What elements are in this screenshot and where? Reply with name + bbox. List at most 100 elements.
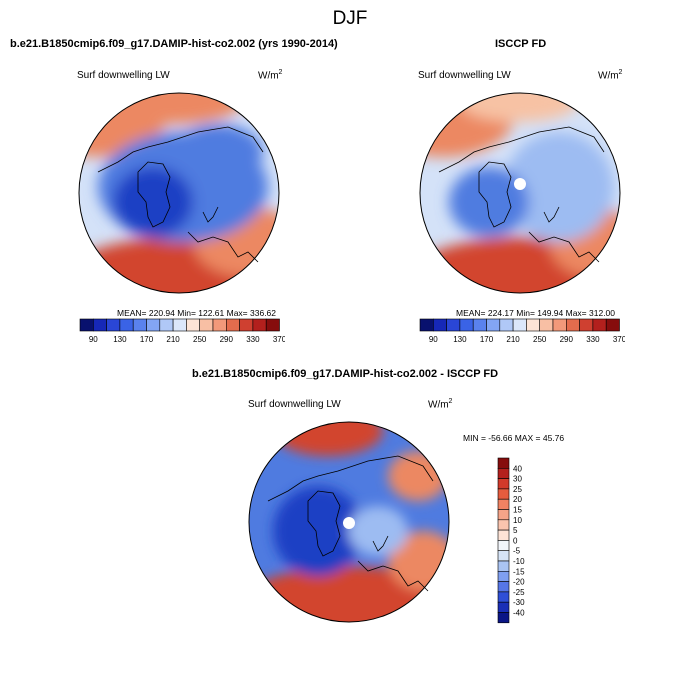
- colorbar-tick-label: 0: [513, 536, 518, 545]
- panel2-coastline-europe: [528, 231, 600, 263]
- colorbar-swatch: [497, 571, 510, 582]
- colorbar-swatch: [186, 318, 201, 332]
- colorbar-swatch: [252, 318, 267, 332]
- panel1-variable-label: Surf downwelling LW: [77, 70, 170, 81]
- panel2-field-cold-greenland: [449, 167, 529, 237]
- colorbar-swatch: [497, 591, 510, 603]
- colorbar-swatch: [497, 478, 510, 490]
- panel1-coastline-europe: [187, 231, 259, 263]
- colorbar-tick-label: 330: [246, 335, 260, 344]
- panel3-field-cold-greenland: [273, 486, 363, 576]
- panel3-coastline-europe: [357, 560, 429, 592]
- colorbar-tick-label: 250: [533, 335, 547, 344]
- colorbar-swatch: [497, 488, 510, 500]
- colorbar-tick-label: 30: [513, 475, 522, 484]
- colorbar-swatch: [539, 318, 554, 332]
- panel3-stats: MIN = -56.66 MAX = 45.76: [463, 433, 565, 443]
- panel1-units: W/m2: [258, 69, 283, 82]
- colorbar-swatch: [497, 509, 510, 521]
- panel2-variable-label: Surf downwelling LW: [418, 70, 511, 81]
- colorbar-tick-label: 40: [513, 464, 522, 473]
- colorbar-swatch: [79, 318, 94, 332]
- colorbar-tick-label: 5: [513, 526, 518, 535]
- panel2-units: W/m2: [598, 69, 623, 82]
- colorbar-swatch: [432, 318, 447, 332]
- colorbar-tick-label: 25: [513, 485, 522, 494]
- colorbar-swatch: [265, 318, 280, 332]
- panel3-field-cool-centre: [348, 506, 408, 556]
- panel1-map: [78, 92, 280, 294]
- colorbar-swatch: [226, 318, 240, 332]
- colorbar-swatch: [172, 318, 187, 332]
- colorbar-tick-label: 90: [429, 335, 438, 344]
- colorbar-swatch: [566, 318, 580, 332]
- colorbar-swatch: [119, 318, 134, 332]
- colorbar-tick-label: 10: [513, 516, 522, 525]
- colorbar-swatch: [497, 550, 510, 562]
- colorbar-tick-label: 90: [89, 335, 98, 344]
- panel2-coastline-greenland: [478, 161, 512, 228]
- colorbar-swatch: [552, 318, 567, 332]
- panel3-title: b.e21.B1850cmip6.f09_g17.DAMIP-hist-co2.…: [192, 368, 499, 380]
- colorbar-swatch: [472, 318, 487, 332]
- colorbar-swatch: [512, 318, 527, 332]
- panel1-colorbar: 90 130 170 210 250 290 330 370: [79, 318, 285, 344]
- figure-supertitle: DJF: [332, 8, 368, 29]
- colorbar-tick-label: 170: [480, 335, 494, 344]
- colorbar-swatch: [526, 318, 541, 332]
- panel2-map-boundary: [419, 92, 621, 294]
- panel3-coastlines: [267, 455, 434, 592]
- colorbar-tick-label: -20: [513, 578, 525, 587]
- panel3-field-warm-south: [249, 566, 449, 622]
- colorbar-tick-label: 290: [560, 335, 574, 344]
- panel3-coastline-arctic: [267, 455, 434, 502]
- colorbar-tick-label: 370: [273, 335, 285, 344]
- panel3-map: [248, 421, 450, 623]
- panel2-polar-gap: [514, 178, 526, 190]
- colorbar-swatch: [132, 318, 147, 332]
- colorbar-swatch: [106, 318, 121, 332]
- panel1-field-cold-greenland: [113, 167, 193, 237]
- colorbar-swatch: [212, 318, 227, 332]
- colorbar-swatch: [419, 318, 434, 332]
- colorbar-tick-label: 15: [513, 506, 522, 515]
- colorbar-swatch: [92, 318, 107, 332]
- colorbar-swatch: [497, 540, 510, 552]
- colorbar-swatch: [497, 601, 510, 613]
- colorbar-swatch: [499, 318, 514, 332]
- colorbar-tick-label: -15: [513, 567, 525, 576]
- colorbar-swatch: [199, 318, 214, 332]
- panel3-coastline-svalbard: [372, 535, 389, 552]
- colorbar-swatch: [579, 318, 594, 332]
- colorbar-swatch: [497, 519, 510, 531]
- colorbar-tick-label: -40: [513, 609, 525, 618]
- panel3-polar-gap: [343, 517, 355, 529]
- panel2-coastline-arctic: [438, 126, 605, 173]
- colorbar-swatch: [497, 529, 510, 541]
- panel3-coastline-greenland: [307, 490, 341, 557]
- colorbar-swatch: [239, 318, 254, 332]
- colorbar-tick-label: -30: [513, 598, 525, 607]
- colorbar-tick-label: 210: [166, 335, 180, 344]
- colorbar-tick-label: -10: [513, 557, 525, 566]
- panel1-field-cold-siberia: [173, 124, 263, 180]
- colorbar-swatch: [459, 318, 474, 332]
- panel1-stats: MEAN= 220.94 Min= 122.61 Max= 336.62: [117, 308, 277, 318]
- panel3-variable-label: Surf downwelling LW: [248, 399, 341, 410]
- colorbar-tick-label: 170: [140, 335, 154, 344]
- colorbar-swatch: [605, 318, 620, 332]
- colorbar-tick-label: -5: [513, 547, 521, 556]
- colorbar-tick-label: 370: [613, 335, 625, 344]
- colorbar-tick-label: 210: [506, 335, 520, 344]
- panel2-map: [419, 92, 621, 294]
- panel3-units: W/m2: [428, 398, 453, 411]
- panel2-coastlines: [438, 126, 605, 263]
- colorbar-tick-label: 250: [193, 335, 207, 344]
- colorbar-swatch: [592, 318, 607, 332]
- colorbar-tick-label: -25: [513, 588, 525, 597]
- colorbar-tick-label: 330: [586, 335, 600, 344]
- panel1-map-boundary: [78, 92, 280, 294]
- colorbar-swatch: [497, 457, 510, 469]
- panel3-field-warm-top: [273, 422, 383, 456]
